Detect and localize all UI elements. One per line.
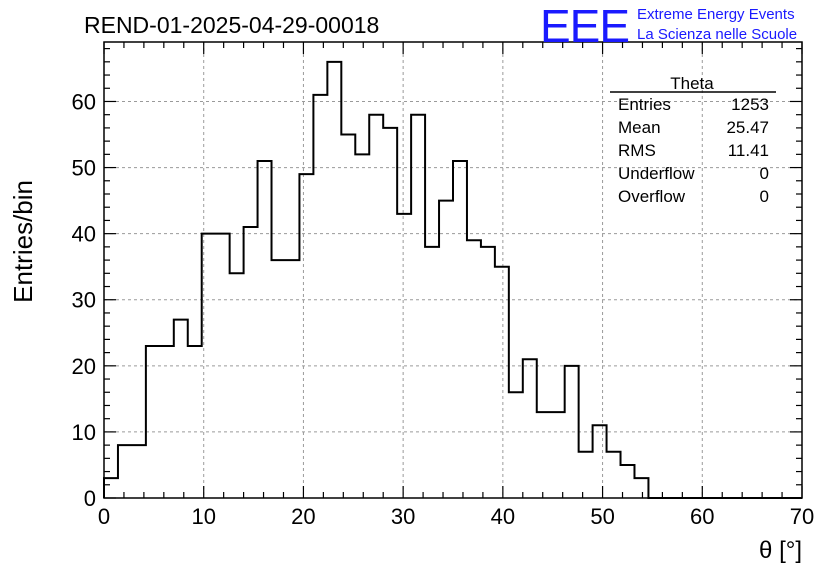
y-tick-label: 50: [72, 156, 96, 181]
run-title: REND-01-2025-04-29-00018: [84, 12, 379, 38]
histogram-bin: [509, 392, 523, 498]
stats-row-value: 1253: [731, 95, 769, 114]
stats-row-value: 0: [760, 187, 769, 206]
histogram-bin: [313, 95, 327, 498]
histogram-bin: [355, 154, 369, 498]
histogram-bin: [383, 128, 397, 498]
histogram-bin: [621, 465, 635, 498]
histogram-bin: [258, 161, 272, 498]
histogram-bin: [565, 366, 579, 498]
axis-ticks: [103, 42, 803, 499]
histogram-bin: [327, 62, 341, 498]
histogram-bin: [188, 346, 202, 498]
stats-row-label: Underflow: [618, 164, 695, 183]
histogram-bin: [341, 135, 355, 498]
y-axis-label: Entries/bin: [8, 180, 38, 303]
x-tick-label: 50: [590, 504, 614, 529]
histogram-bin: [537, 412, 551, 498]
histogram-bin: [607, 452, 621, 498]
x-tick-label: 60: [690, 504, 714, 529]
x-tick-label: 10: [191, 504, 215, 529]
histogram-bin: [481, 247, 495, 498]
y-tick-label: 60: [72, 89, 96, 114]
histogram-bin: [202, 234, 216, 498]
x-tick-label: 0: [98, 504, 110, 529]
x-axis-label: θ [°]: [759, 537, 802, 564]
histogram-bin: [230, 273, 244, 498]
y-tick-label: 40: [72, 222, 96, 247]
histogram-bin: [551, 412, 565, 498]
stats-row-label: Entries: [618, 95, 671, 114]
stats-title: Theta: [670, 74, 714, 93]
histogram-bins: [104, 62, 648, 498]
x-tick-label: 70: [790, 504, 814, 529]
stats-row-value: 25.47: [726, 118, 769, 137]
histogram-bin: [216, 234, 230, 498]
axis-tick-labels: 0 10 20 30 40 50 60 70 0 10 20 30 40 50 60: [72, 89, 815, 529]
y-tick-label: 20: [72, 354, 96, 379]
histogram-bin: [593, 425, 607, 498]
x-tick-label: 20: [291, 504, 315, 529]
histogram-bin: [467, 240, 481, 498]
y-tick-label: 10: [72, 420, 96, 445]
histogram-bin: [439, 201, 453, 498]
logo-subtitle-2: La Scienza nelle Scuole: [637, 26, 797, 43]
stats-row-value: 0: [760, 164, 769, 183]
histogram-bin: [523, 359, 537, 498]
plot-frame: [103, 41, 803, 499]
histogram-bin: [299, 174, 313, 498]
histogram-bin: [369, 115, 383, 498]
stats-row-value: 11.41: [728, 141, 769, 160]
stats-box: Theta Entries 1253 Mean 25.47 RMS 11.41 Underf…: [610, 74, 776, 206]
histogram-bin: [634, 478, 648, 498]
histogram-bin: [146, 346, 160, 498]
stats-row-label: Overflow: [618, 187, 686, 206]
y-tick-label: 0: [84, 486, 96, 511]
histogram-bin: [174, 320, 188, 498]
histogram-bin: [160, 346, 174, 498]
eee-logo: EEE: [540, 0, 629, 52]
histogram-bin: [425, 247, 439, 498]
histogram-bin: [104, 478, 118, 498]
histogram-step-line: [103, 60, 802, 499]
histogram-bin: [272, 260, 286, 498]
logo-subtitle-1: Extreme Energy Events: [637, 6, 795, 23]
x-tick-label: 40: [491, 504, 515, 529]
histogram-bin: [453, 161, 467, 498]
histogram-bin: [244, 227, 258, 498]
stats-row-label: Mean: [618, 118, 661, 137]
histogram-bin: [495, 267, 509, 498]
y-tick-label: 30: [72, 288, 96, 313]
histogram-bin: [411, 115, 425, 498]
histogram-bin: [285, 260, 299, 498]
stats-row-label: RMS: [618, 141, 656, 160]
x-tick-label: 30: [391, 504, 415, 529]
histogram-bin: [397, 214, 411, 498]
histogram-bin: [579, 452, 593, 498]
histogram-bin: [118, 445, 132, 498]
histogram-bin: [132, 445, 146, 498]
